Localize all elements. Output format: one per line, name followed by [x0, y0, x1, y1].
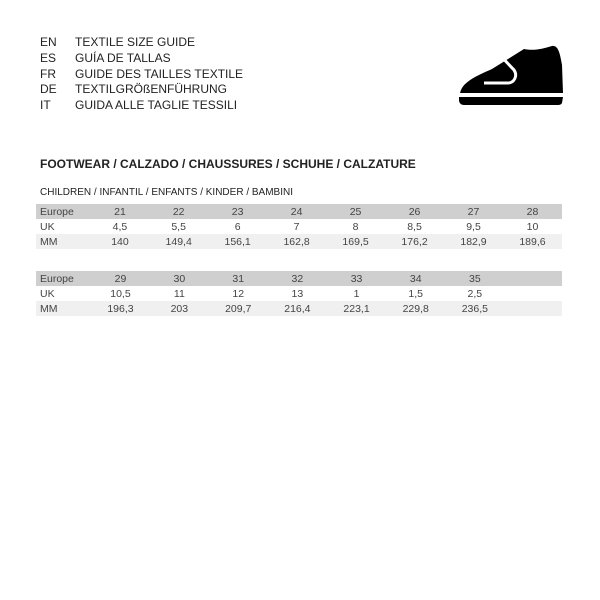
- row-label: MM: [36, 234, 91, 249]
- language-row: ES GUÍA DE TALLAS: [40, 51, 243, 67]
- table-cell: 24: [267, 204, 327, 219]
- table-cell: 32: [267, 271, 327, 286]
- lang-label: TEXTILGRÖßENFÜHRUNG: [75, 82, 228, 97]
- table-row: Europe 21 22 23 24 25 26 27 28: [36, 204, 562, 219]
- table-cell: 236,5: [445, 301, 505, 316]
- table-cell: 1: [353, 287, 360, 300]
- lang-label: TEXTILE SIZE GUIDE: [75, 35, 196, 49]
- table-cell: 29: [90, 271, 151, 286]
- table-cell: 7: [293, 220, 300, 233]
- table-cell: 203: [150, 301, 209, 316]
- table-cell: [504, 286, 562, 301]
- table-row: MM 196,3 203 209,7 216,4 223,1 229,8 236,5: [36, 301, 562, 316]
- row-label: MM: [36, 301, 91, 316]
- table-cell: 196,3: [90, 301, 151, 316]
- table-cell: 5,5: [171, 220, 186, 233]
- table-cell: 156,1: [208, 234, 268, 249]
- lang-code: ES: [40, 50, 57, 65]
- row-label: UK: [40, 287, 55, 300]
- table-cell: 10: [526, 220, 539, 233]
- table-cell: 31: [208, 271, 268, 286]
- table-cell: 28: [502, 204, 562, 219]
- table-cell: 13: [291, 287, 304, 300]
- table-cell: 33: [326, 271, 387, 286]
- language-row: FR GUIDE DES TAILLES TEXTILE: [40, 67, 243, 83]
- table-cell: 25: [326, 204, 386, 219]
- table-cell: 8: [352, 220, 359, 233]
- row-label: Europe: [36, 271, 91, 286]
- language-row: DE TEXTILGRÖßENFÜHRUNG: [40, 82, 243, 98]
- table-cell: 216,4: [267, 301, 327, 316]
- table-cell: 140: [90, 234, 150, 249]
- table-cell: 2,5: [467, 287, 483, 300]
- language-row: IT GUIDA ALLE TAGLIE TESSILI: [40, 98, 243, 114]
- table-cell: 23: [208, 204, 268, 219]
- size-table: Europe 29 30 31 32 33 34 35 UK 10,5 11 12 13 1 1,5 2,5 M…: [36, 271, 562, 316]
- table-cell: 11: [173, 287, 185, 300]
- table-cell: 189,6: [502, 234, 562, 249]
- lang-code: FR: [40, 66, 56, 81]
- table-cell: 176,2: [385, 234, 445, 249]
- section-subtitle: CHILDREN / INFANTIL / ENFANTS / KINDER /…: [40, 187, 294, 198]
- table-cell: [504, 271, 562, 286]
- table-cell: 229,8: [386, 301, 446, 316]
- table-cell: 8,5: [407, 220, 422, 233]
- language-row: EN TEXTILE SIZE GUIDE: [40, 35, 243, 51]
- table-cell: 162,8: [267, 234, 327, 249]
- lang-label: GUIDE DES TAILLES TEXTILE: [75, 66, 244, 81]
- table-cell: 182,9: [444, 234, 503, 249]
- table-cell: [504, 301, 562, 316]
- lang-label: GUÍA DE TALLAS: [75, 50, 171, 65]
- table-cell: 223,1: [326, 301, 387, 316]
- table-cell: 6: [234, 220, 241, 233]
- table-cell: 209,7: [208, 301, 268, 316]
- lang-code: EN: [40, 35, 57, 49]
- table-row: UK 4,5 5,5 6 7 8 8,5 9,5 10: [36, 219, 562, 234]
- table-row: UK 10,5 11 12 13 1 1,5 2,5: [36, 286, 562, 301]
- table-row: Europe 29 30 31 32 33 34 35: [36, 271, 562, 286]
- lang-label: GUIDA ALLE TAGLIE TESSILI: [75, 98, 238, 113]
- row-label: UK: [40, 220, 55, 233]
- row-label: Europe: [36, 204, 91, 219]
- lang-code: DE: [40, 82, 57, 97]
- table-cell: 169,5: [326, 234, 386, 249]
- table-cell: 26: [385, 204, 445, 219]
- table-cell: 21: [90, 204, 150, 219]
- table-cell: 22: [149, 204, 209, 219]
- table-cell: 9,5: [466, 220, 481, 233]
- table-cell: 4,5: [112, 220, 128, 233]
- size-table: Europe 21 22 23 24 25 26 27 28 UK 4,5 5,5 6 7 8 8,5 9,5 1…: [36, 204, 562, 249]
- table-cell: 35: [445, 271, 505, 286]
- table-cell: 149,4: [149, 234, 209, 249]
- shoe-icon: [459, 45, 564, 105]
- table-cell: 30: [150, 271, 209, 286]
- table-cell: 34: [386, 271, 446, 286]
- table-row: MM 140 149,4 156,1 162,8 169,5 176,2 182,9 189,6: [36, 234, 562, 249]
- table-cell: 27: [444, 204, 503, 219]
- section-title: FOOTWEAR / CALZADO / CHAUSSURES / SCHUHE…: [40, 157, 416, 171]
- table-cell: 1,5: [408, 287, 423, 300]
- table-cell: 10,5: [110, 287, 131, 300]
- lang-code: IT: [40, 98, 51, 113]
- table-cell: 12: [232, 287, 245, 300]
- language-list: EN TEXTILE SIZE GUIDE ES GUÍA DE TALLAS FR…: [40, 35, 243, 114]
